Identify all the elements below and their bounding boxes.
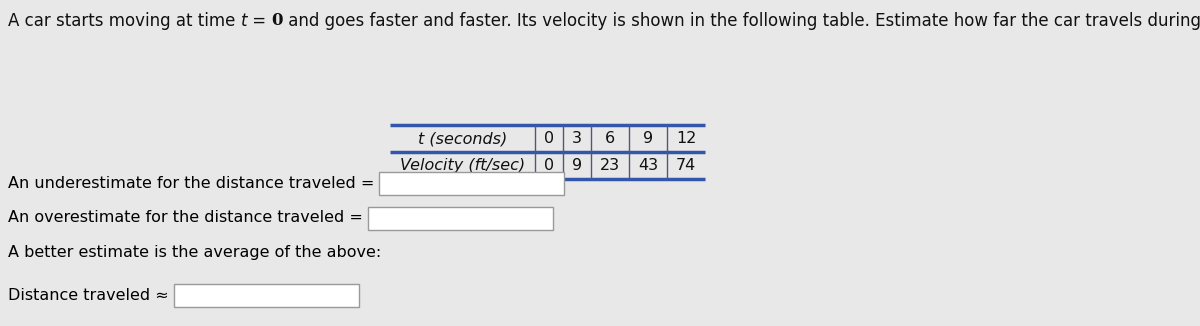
Text: 74: 74 <box>676 158 696 173</box>
Text: 23: 23 <box>600 158 620 173</box>
Text: Velocity (ft/sec): Velocity (ft/sec) <box>400 158 526 173</box>
Bar <box>368 206 553 230</box>
Text: 12: 12 <box>676 131 696 146</box>
Text: 0: 0 <box>544 131 554 146</box>
Text: t: t <box>241 12 247 30</box>
Text: t (seconds): t (seconds) <box>418 131 508 146</box>
Text: 6: 6 <box>605 131 616 146</box>
Text: A better estimate is the average of the above:: A better estimate is the average of the … <box>8 245 382 260</box>
Text: 43: 43 <box>638 158 658 173</box>
Bar <box>174 284 359 306</box>
Text: 0: 0 <box>271 12 283 29</box>
Text: 9: 9 <box>572 158 582 173</box>
Text: 3: 3 <box>572 131 582 146</box>
Bar <box>379 171 564 195</box>
Text: An underestimate for the distance traveled =: An underestimate for the distance travel… <box>8 175 374 190</box>
Text: and goes faster and faster. Its velocity is shown in the following table. Estima: and goes faster and faster. Its velocity… <box>283 12 1200 30</box>
Text: A car starts moving at time: A car starts moving at time <box>8 12 241 30</box>
Text: =: = <box>247 12 271 30</box>
Text: Distance traveled ≈: Distance traveled ≈ <box>8 288 169 303</box>
Text: 9: 9 <box>643 131 653 146</box>
Text: 0: 0 <box>544 158 554 173</box>
Text: An overestimate for the distance traveled =: An overestimate for the distance travele… <box>8 211 362 226</box>
